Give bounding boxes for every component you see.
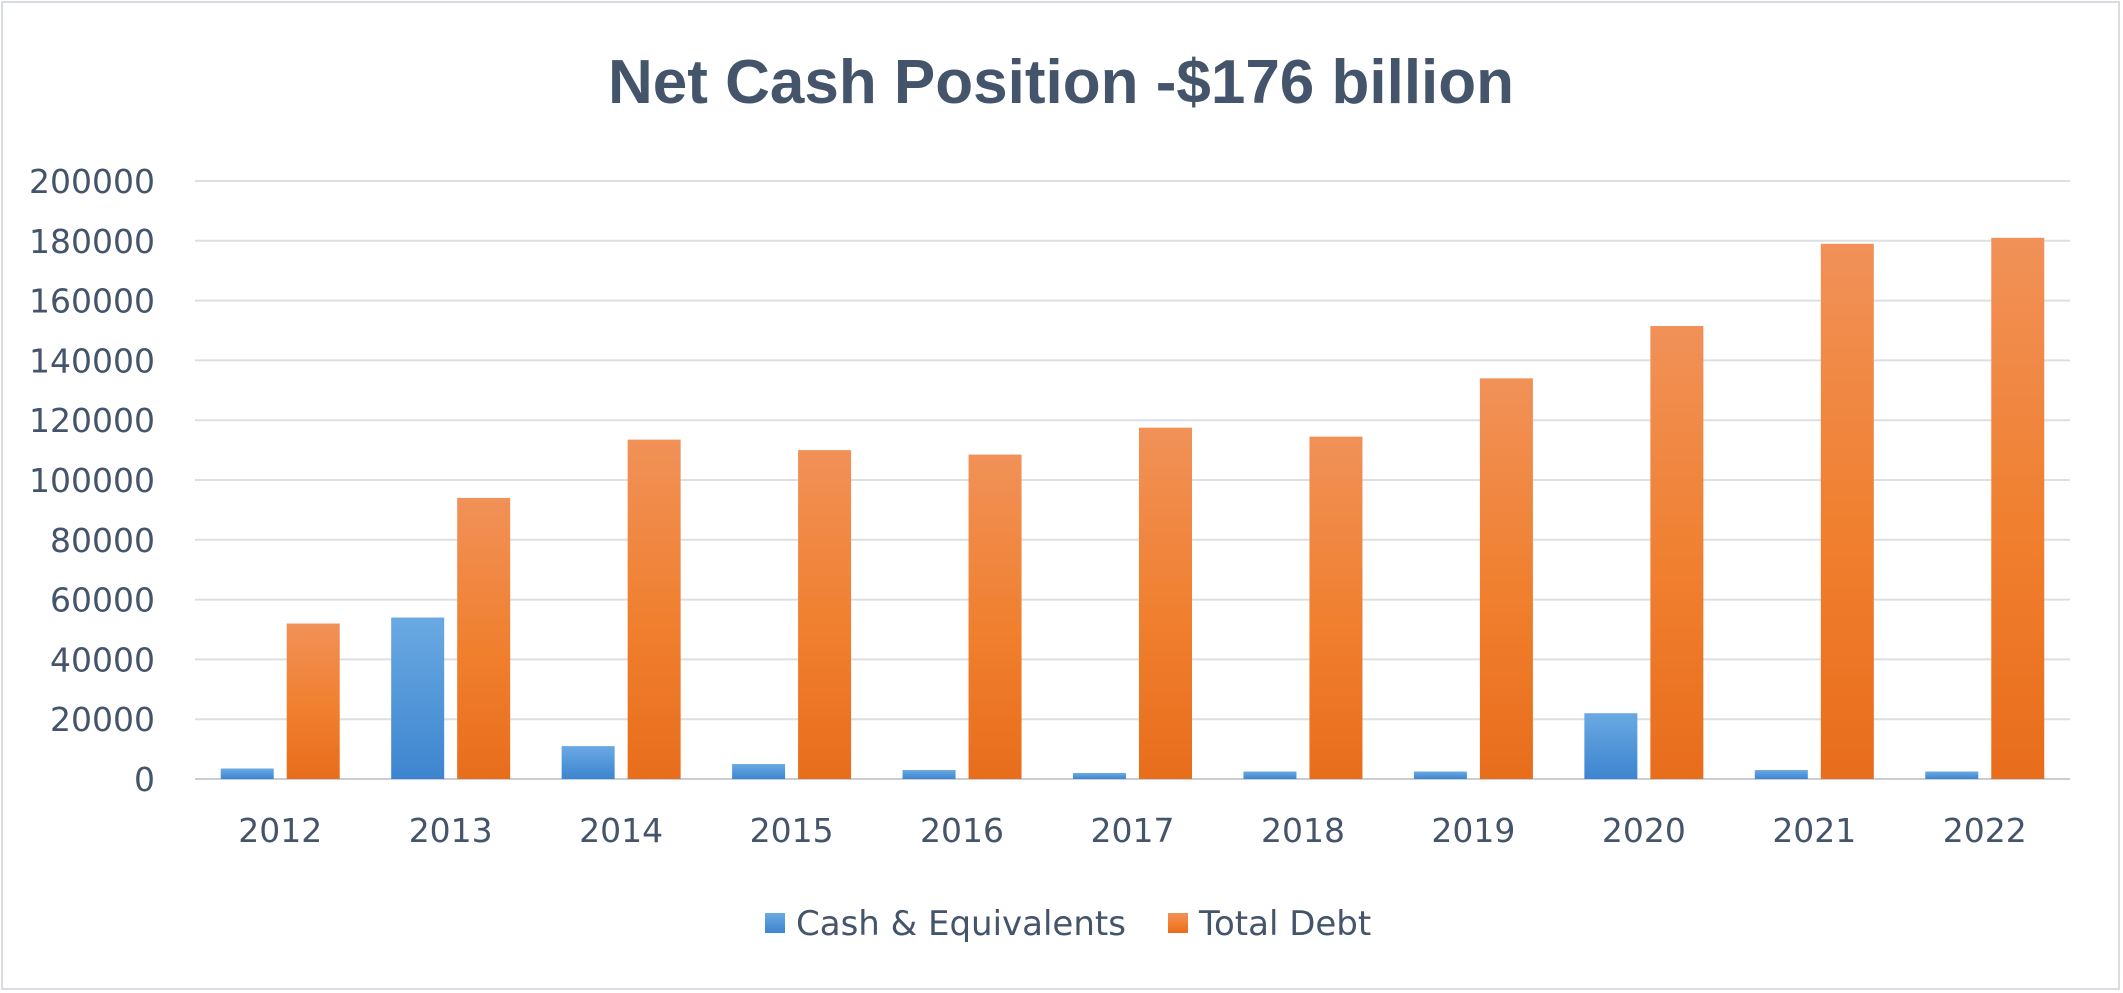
bar-cash-equivalents: [1584, 713, 1638, 779]
bar-total-debt: [1650, 326, 1704, 779]
bars: [220, 237, 2045, 780]
x-tick-label: 2014: [579, 811, 663, 850]
x-tick-label: 2020: [1602, 811, 1686, 850]
bar-total-debt: [968, 454, 1022, 779]
x-tick-label: 2021: [1772, 811, 1856, 850]
bar-total-debt: [1991, 237, 2045, 779]
bar-cash-equivalents: [391, 617, 445, 779]
y-tick-label: 80000: [50, 521, 155, 560]
bar-cash-equivalents: [561, 746, 615, 779]
bar-total-debt: [1309, 436, 1363, 779]
bar-cash-equivalents: [1073, 773, 1126, 779]
bar-cash-equivalents: [902, 770, 956, 779]
bar-total-debt: [457, 497, 511, 779]
y-tick-label: 160000: [29, 282, 155, 321]
bar-cash-equivalents: [220, 768, 274, 779]
y-tick-label: 60000: [50, 581, 155, 620]
y-tick-label: 100000: [29, 461, 155, 500]
y-tick-label: 40000: [50, 640, 155, 679]
legend-swatch: [1168, 913, 1188, 933]
x-tick-label: 2016: [920, 811, 1004, 850]
chart-title: Net Cash Position -$176 billion: [608, 48, 1514, 117]
x-tick-label: 2017: [1091, 811, 1175, 850]
bar-total-debt: [1820, 243, 1874, 780]
legend-swatch: [765, 913, 785, 933]
x-tick-label: 2022: [1943, 811, 2027, 850]
y-tick-label: 0: [134, 760, 155, 799]
y-tick-label: 20000: [50, 700, 155, 739]
y-tick-label: 140000: [29, 341, 155, 380]
bar-total-debt: [798, 450, 852, 779]
bar-total-debt: [1479, 378, 1533, 779]
y-tick-label: 200000: [29, 162, 155, 201]
legend-label: Cash & Equivalents: [796, 904, 1126, 944]
y-axis-ticks: 0 20000 40000 60000 80000 100000 120000 140000 1…: [29, 162, 155, 799]
bar-total-debt: [627, 439, 681, 779]
x-tick-label: 2018: [1261, 811, 1345, 850]
y-tick-label: 180000: [29, 222, 155, 261]
y-tick-label: 120000: [29, 401, 155, 440]
bar-total-debt: [1139, 427, 1192, 779]
bar-cash-equivalents: [1243, 771, 1297, 779]
x-tick-label: 2015: [750, 811, 834, 850]
x-tick-label: 2012: [238, 811, 322, 850]
x-tick-label: 2019: [1431, 811, 1515, 850]
bar-cash-equivalents: [1925, 771, 1979, 779]
x-tick-label: 2013: [409, 811, 493, 850]
legend-label: Total Debt: [1198, 904, 1371, 944]
bar-total-debt: [286, 623, 340, 779]
bar-cash-equivalents: [732, 764, 786, 779]
bar-cash-equivalents: [1413, 771, 1467, 779]
legend: Cash & Equivalents Total Debt: [765, 904, 1371, 944]
bar-cash-equivalents: [1754, 770, 1808, 779]
x-axis-ticks: 2012 2013 2014 2015 2016 2017 2018 2019 2020 2021…: [238, 811, 2027, 850]
